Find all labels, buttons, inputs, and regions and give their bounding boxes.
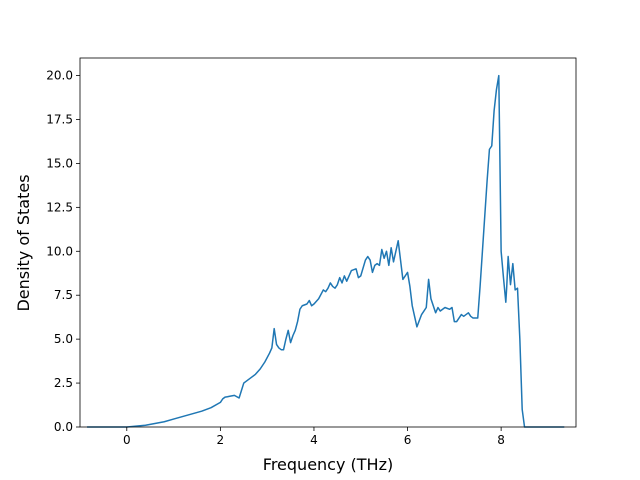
y-tick-label: 5.0 (54, 332, 73, 346)
x-tick-label: 6 (404, 433, 412, 447)
dos-series-line (87, 74, 565, 428)
y-tick-label: 12.5 (46, 200, 73, 214)
y-axis-ticks: 0.0 2.5 5.0 7.5 10.0 12.5 15.0 17.5 20.0 (46, 69, 80, 434)
x-axis-title: Frequency (THz) (263, 455, 393, 474)
y-tick-label: 2.5 (54, 376, 73, 390)
y-tick-label: 10.0 (46, 244, 73, 258)
plot-area (79, 57, 577, 428)
y-tick-label: 15.0 (46, 156, 73, 170)
x-axis-ticks: 0 2 4 6 8 (123, 427, 505, 447)
x-tick-label: 8 (497, 433, 505, 447)
x-tick-label: 4 (310, 433, 318, 447)
axes-frame (79, 57, 577, 428)
y-axis-title: Density of States (14, 174, 33, 311)
y-tick-label: 7.5 (54, 288, 73, 302)
y-tick-label: 20.0 (46, 69, 73, 83)
x-tick-label: 2 (217, 433, 225, 447)
y-tick-label: 17.5 (46, 113, 73, 127)
x-tick-label: 0 (123, 433, 131, 447)
y-tick-label: 0.0 (54, 420, 73, 434)
